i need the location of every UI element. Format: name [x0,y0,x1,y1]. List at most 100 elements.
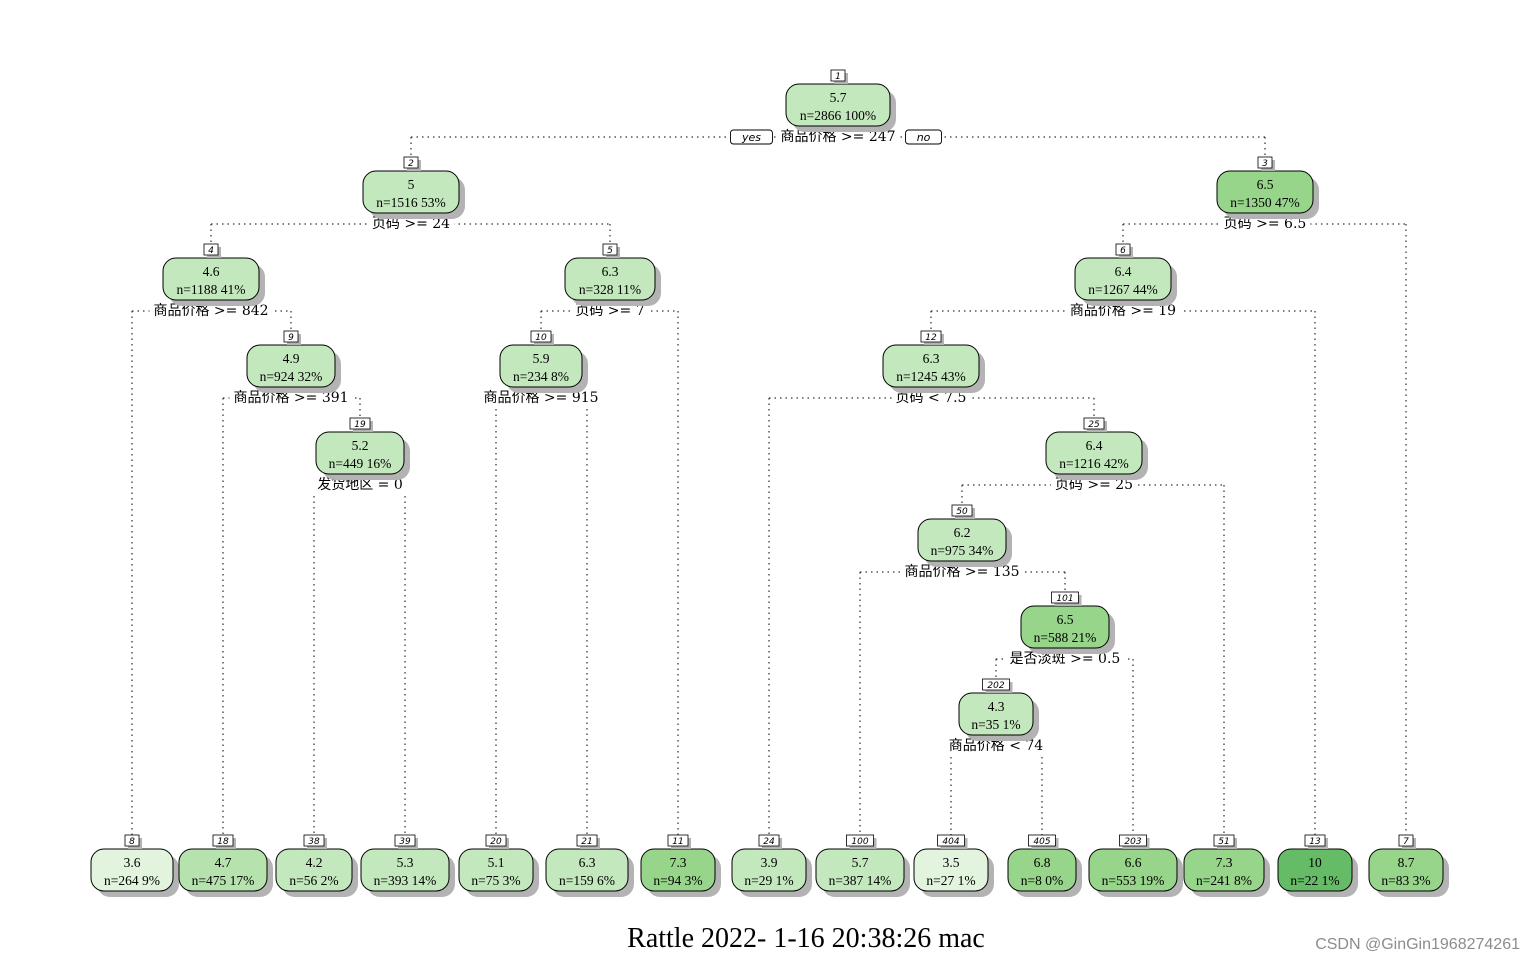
node-stats: n=1516 53% [376,195,445,210]
node-stats: n=22 1% [1290,873,1339,888]
node-stats: n=975 34% [931,543,994,558]
tree-node-101: 101 6.5 n=588 21% [1020,591,1115,654]
node-id: 405 [1033,837,1050,847]
node-id-box [303,834,325,847]
node-id: 8 [129,837,135,847]
node-id-box [667,834,689,847]
node-id: 12 [925,333,937,343]
node-id: 2 [408,159,414,169]
node-stats: n=8 0% [1021,873,1063,888]
node-value: 7.3 [1216,855,1233,870]
split-labels: 商品价格 >= 247 页码 >= 24 页码 >= 6.5 商品价格 >= 842 页… [149,128,1311,755]
split-rule-bg-202 [944,737,1048,755]
node-value: 5.9 [533,351,550,366]
node-id-box [846,834,874,847]
node-value: 6.6 [1125,855,1142,870]
node-value: 6.5 [1257,177,1274,192]
node-stats: n=1350 47% [1230,195,1299,210]
tree-node-50: 50 6.2 n=975 34% [917,504,1012,567]
node-id-box [1257,156,1273,169]
tree-node-404: 404 3.5 n=27 1% [913,834,994,897]
node-stats: n=27 1% [926,873,975,888]
tree-node-18: 18 4.7 n=475 17% [178,834,273,897]
node-id-box [530,330,552,343]
node-value: 4.2 [306,855,323,870]
node-id: 11 [672,837,683,847]
node-id: 21 [581,837,592,847]
tree-node-2: 2 5 n=1516 53% [362,156,465,219]
node-value: 7.3 [670,855,687,870]
node-id-box [124,834,140,847]
yes-marker-box [730,129,773,145]
node-stats: n=241 8% [1196,873,1252,888]
node-value: 6.8 [1034,855,1051,870]
node-id-box [1119,834,1147,847]
split-rule-bg-1 [776,128,900,146]
no-marker: no [917,131,931,144]
tree-node-24: 24 3.9 n=29 1% [731,834,812,897]
node-id: 4 [208,246,214,256]
caption: Rattle 2022- 1-16 20:38:26 mac [627,923,985,954]
tree-node-20: 20 5.1 n=75 3% [458,834,539,897]
node-stats: n=553 19% [1102,873,1165,888]
tree-node-38: 38 4.2 n=56 2% [275,834,358,897]
tree-node-405: 405 6.8 n=8 0% [1007,834,1082,897]
node-value: 6.5 [1057,612,1074,627]
node-id: 20 [490,837,502,847]
split-rule-50: 商品价格 >= 135 [904,564,1019,580]
tree-node-25: 25 6.4 n=1216 42% [1045,417,1148,480]
tree-node-13: 13 10 n=22 1% [1277,834,1358,897]
node-id: 38 [308,837,320,847]
tree-nodes: 15.7n=2866 100%25n=1516 53%36.5n=1350 47… [90,69,1449,897]
node-value: 6.4 [1086,438,1103,453]
split-rule-bg-2 [367,215,455,233]
tree-node-202: 202 4.3 n=35 1% [958,678,1039,741]
split-rule-202: 商品价格 < 74 [949,738,1044,754]
node-stats: n=2866 100% [800,108,876,123]
split-rule-bg-6 [1065,302,1181,320]
node-id: 19 [354,420,366,430]
node-stats: n=35 1% [971,717,1020,732]
node-stats: n=75 3% [471,873,520,888]
node-id-box [485,834,507,847]
node-value: 10 [1308,855,1322,870]
node-stats: n=393 14% [374,873,437,888]
node-value: 6.3 [602,264,619,279]
node-stats: n=94 3% [653,873,702,888]
tree-node-100: 100 5.7 n=387 14% [815,834,910,897]
node-id-box [951,504,973,517]
tree-node-9: 9 4.9 n=924 32% [246,330,341,393]
node-stats: n=1188 41% [177,282,246,297]
yes-marker: yes [741,131,761,144]
node-stats: n=29 1% [744,873,793,888]
tree-node-8: 8 3.6 n=264 9% [90,834,179,897]
node-value: 4.3 [988,699,1005,714]
node-id-box [349,417,371,430]
no-marker-box [905,129,942,145]
node-id-box [982,678,1010,691]
node-stats: n=56 2% [289,873,338,888]
split-rule-10: 商品价格 >= 915 [483,390,598,406]
node-value: 5.7 [830,90,847,105]
split-rule-bg-10 [479,389,603,407]
tree-node-10: 10 5.9 n=234 8% [499,330,588,393]
node-stats: n=449 16% [329,456,392,471]
tree-node-4: 4 4.6 n=1188 41% [162,243,265,306]
node-value: 5.7 [852,855,869,870]
node-id-box [283,330,299,343]
node-id: 9 [288,333,294,343]
split-rule-bg-50 [900,563,1024,581]
node-id: 100 [851,837,868,847]
node-stats: n=234 8% [513,369,569,384]
node-value: 5 [408,177,415,192]
split-rule-4: 商品价格 >= 842 [153,303,268,319]
tree-node-6: 6 6.4 n=1267 44% [1074,243,1177,306]
node-value: 8.7 [1398,855,1415,870]
tree-node-3: 3 6.5 n=1350 47% [1216,156,1319,219]
split-rule-bg-101 [1005,650,1125,668]
node-id: 10 [535,333,547,343]
tree-node-19: 19 5.2 n=449 16% [315,417,410,480]
tree-node-11: 11 7.3 n=94 3% [640,834,721,897]
tree-node-12: 12 6.3 n=1245 43% [882,330,985,393]
